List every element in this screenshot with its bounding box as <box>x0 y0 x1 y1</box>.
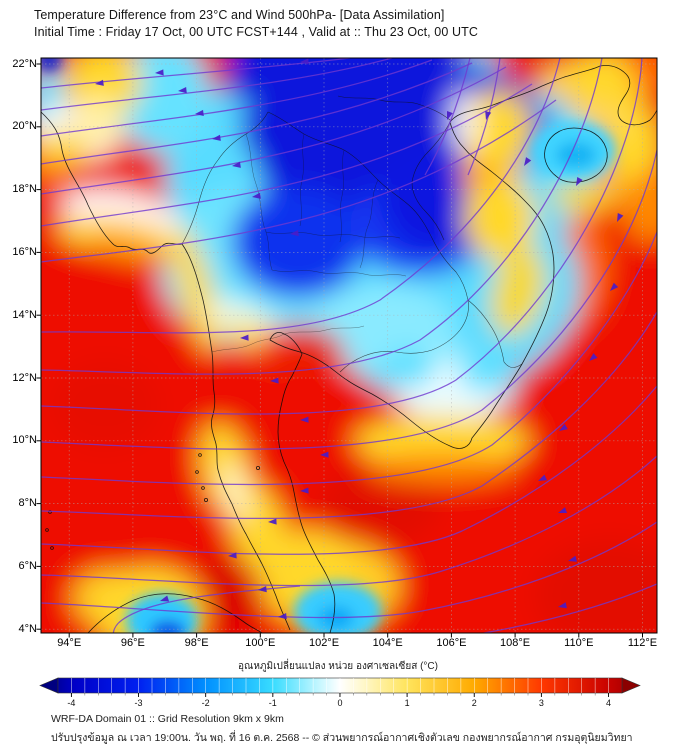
footer-update-info: ปรับปรุงข้อมูล ณ เวลา 19:00น. วัน พฤ. ที… <box>51 732 633 744</box>
map-frame <box>40 57 658 634</box>
colorbar-tick-label: 0 <box>337 698 342 708</box>
lon-label: 98°E <box>184 637 209 649</box>
lat-label: 12°N <box>12 371 37 384</box>
lat-label: 4°N <box>18 622 37 635</box>
wind-streamlines <box>41 58 657 633</box>
lon-label: 108°E <box>500 637 531 649</box>
colorbar-label: อุณหภูมิเปลี่ยนแปลง หน่วย องศาเซลเซียส (… <box>238 661 438 672</box>
lat-label: 20°N <box>12 120 37 133</box>
colorbar-tick-label: -3 <box>135 698 143 708</box>
colorbar-tick-label: 3 <box>539 698 544 708</box>
colorbar: -4 -3 -2 -1 0 1 2 3 4 <box>39 677 641 708</box>
wind-arrows <box>95 58 624 620</box>
lon-label: 110°E <box>564 637 594 649</box>
map-canvas <box>36 57 658 638</box>
coastlines <box>41 65 657 633</box>
lon-label: 100°E <box>245 637 276 649</box>
colorbar-tick-label: 2 <box>472 698 477 708</box>
lon-label: 94°E <box>57 637 82 649</box>
colorbar-tick-label: -4 <box>67 698 75 708</box>
colorbar-tick-label: 1 <box>405 698 410 708</box>
lon-label: 112°E <box>627 637 658 649</box>
colorbar-tick-label: 4 <box>606 698 611 708</box>
lat-label: 22°N <box>12 57 37 70</box>
colorbar-tick-label: -1 <box>269 698 277 708</box>
footer-domain-info: WRF-DA Domain 01 :: Grid Resolution 9km … <box>51 713 284 725</box>
lat-label: 18°N <box>12 183 37 196</box>
lon-label: 106°E <box>436 637 467 649</box>
lat-label: 10°N <box>12 434 37 447</box>
map-title: Temperature Difference from 23°C and Win… <box>34 8 445 22</box>
lon-label: 104°E <box>372 637 403 649</box>
lon-label: 96°E <box>120 637 145 649</box>
map-subtitle: Initial Time : Friday 17 Oct, 00 UTC FCS… <box>34 25 478 39</box>
lat-label: 14°N <box>12 308 37 321</box>
lat-label: 6°N <box>18 559 37 572</box>
axis-ticks <box>36 63 643 638</box>
lon-label: 102°E <box>308 637 340 649</box>
graticule <box>41 58 657 633</box>
colorbar-tick-label: -2 <box>202 698 210 708</box>
lat-label: 8°N <box>18 497 37 510</box>
lat-label: 16°N <box>12 245 37 258</box>
